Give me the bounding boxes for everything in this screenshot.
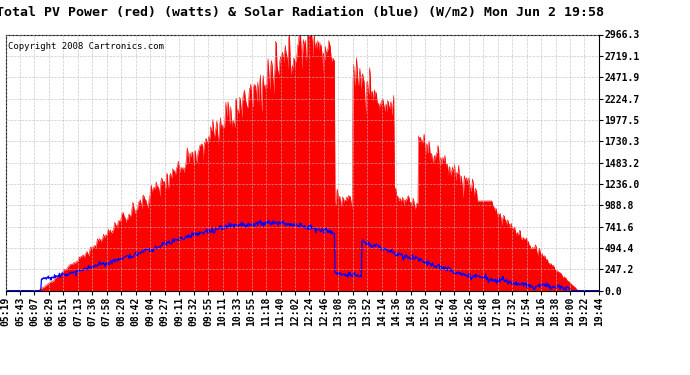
Text: Total PV Power (red) (watts) & Solar Radiation (blue) (W/m2) Mon Jun 2 19:58: Total PV Power (red) (watts) & Solar Rad… bbox=[0, 6, 604, 19]
Text: Copyright 2008 Cartronics.com: Copyright 2008 Cartronics.com bbox=[8, 42, 164, 51]
